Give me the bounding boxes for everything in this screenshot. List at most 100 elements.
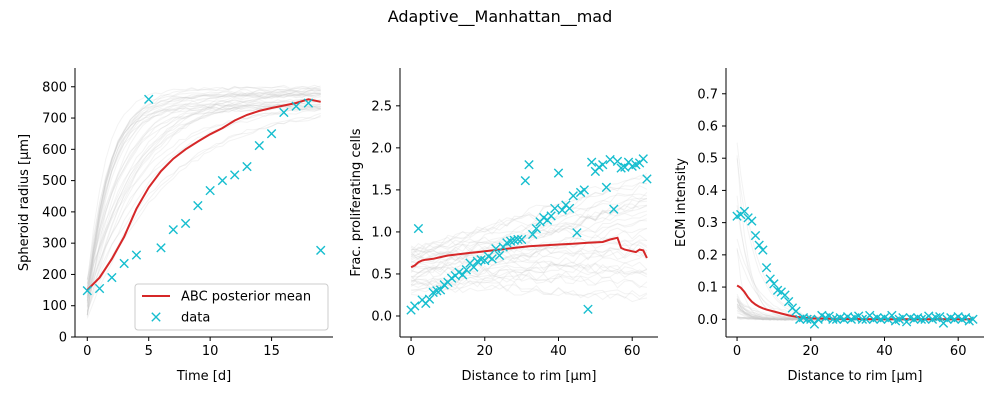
x-tick-label: 0 — [407, 344, 415, 359]
data-point-marker — [642, 174, 652, 184]
y-axis-label: Frac. proliferating cells — [349, 128, 364, 276]
data-point-marker — [568, 191, 578, 201]
ensemble-line — [410, 261, 648, 278]
data-point-marker — [935, 312, 945, 322]
ensemble-trajectories — [736, 142, 974, 321]
y-axis-label: ECM intensity — [674, 158, 689, 247]
data-markers — [82, 94, 326, 296]
ensemble-line — [736, 142, 974, 321]
data-point-marker — [316, 245, 326, 256]
data-point-marker — [968, 314, 978, 324]
data-point-marker — [572, 228, 582, 238]
ensemble-line — [411, 243, 648, 299]
legend-marker-swatch — [151, 312, 161, 322]
data-point-marker — [754, 240, 764, 250]
data-point-marker — [765, 274, 775, 284]
data-point-marker — [601, 182, 612, 193]
ensemble-line — [410, 262, 648, 275]
ensemble-line — [86, 114, 321, 319]
ensemble-line — [736, 205, 974, 321]
data-point-marker — [806, 314, 816, 324]
ensemble-line — [86, 84, 321, 316]
ensemble-line — [410, 239, 648, 256]
ensemble-line — [86, 108, 321, 283]
panel-spheroid-radius: 0 5 10 15 0 100 200 300 400 500 600 700 800 Time [d] S… — [17, 68, 333, 384]
ensemble-line — [86, 85, 321, 292]
ensemble-line — [410, 239, 647, 270]
data-point-marker — [424, 294, 435, 304]
ensemble-line — [410, 278, 647, 303]
y-tick-label: 200 — [42, 268, 67, 283]
legend-frame — [134, 283, 329, 331]
data-point-marker — [609, 204, 619, 214]
x-tick-label: 5 — [145, 344, 153, 359]
x-tick-label: 60 — [624, 344, 641, 359]
data-point-marker — [457, 270, 468, 280]
ensemble-line — [410, 203, 648, 258]
ensemble-line — [86, 87, 321, 299]
ensemble-line — [86, 93, 321, 309]
ensemble-line — [410, 199, 647, 274]
ensemble-line — [86, 101, 321, 280]
data-point-marker — [410, 301, 420, 311]
y-tick-label: 1.0 — [371, 225, 392, 240]
data-point-marker — [638, 154, 648, 164]
data-point-marker — [476, 254, 486, 265]
y-tick-label: 2.5 — [371, 99, 392, 114]
data-point-marker — [616, 163, 626, 173]
ensemble-line — [410, 210, 648, 283]
legend: ABC posterior mean data — [134, 283, 329, 331]
ensemble-line — [86, 98, 321, 281]
data-point-marker — [546, 211, 556, 221]
data-point-marker — [557, 205, 567, 215]
data-point-marker — [857, 314, 868, 324]
data-point-marker — [205, 185, 215, 196]
y-tick-label: 500 — [42, 174, 67, 189]
data-point-marker — [487, 254, 497, 264]
data-point-marker — [524, 159, 534, 170]
x-tick-label: 40 — [550, 344, 567, 359]
data-point-marker — [527, 229, 538, 240]
ensemble-line — [410, 283, 648, 300]
data-point-marker — [469, 262, 479, 272]
data-point-marker — [461, 265, 472, 275]
ensemble-line — [86, 89, 321, 313]
ensemble-line — [86, 100, 321, 316]
posterior-mean-line — [86, 98, 321, 291]
y-tick-label: 300 — [42, 237, 67, 252]
ensemble-line — [410, 204, 647, 281]
data-point-marker — [119, 258, 129, 269]
data-point-marker — [254, 140, 264, 151]
ensemble-line — [86, 93, 321, 302]
data-point-marker — [809, 319, 820, 329]
y-tick-label: 0.2 — [697, 248, 718, 263]
x-axis-label: Distance to rim [μm] — [788, 369, 923, 384]
data-point-marker — [758, 245, 768, 255]
data-point-marker — [156, 243, 166, 253]
ensemble-line — [410, 249, 648, 261]
data-point-marker — [266, 128, 277, 139]
x-tick-label: 20 — [802, 344, 819, 359]
ensemble-line — [86, 103, 321, 317]
y-tick-label: 0.7 — [697, 87, 718, 102]
ensemble-line — [411, 248, 648, 278]
data-point-marker — [747, 216, 757, 226]
y-tick-label: 800 — [42, 80, 67, 95]
data-point-marker — [217, 175, 228, 186]
ensemble-line — [86, 116, 321, 297]
data-point-marker — [193, 200, 203, 211]
y-tick-label: 100 — [42, 299, 67, 314]
ensemble-line — [411, 227, 648, 263]
ensemble-line — [86, 92, 321, 285]
data-point-marker — [435, 285, 446, 295]
legend-label: ABC posterior mean — [181, 290, 311, 305]
figure-suptitle: Adaptive__Manhattan__mad — [388, 7, 613, 27]
data-point-marker — [761, 263, 772, 273]
data-point-marker — [131, 250, 142, 260]
y-tick-label: 0.0 — [697, 313, 718, 328]
data-point-marker — [516, 234, 527, 245]
panel-proliferating-cells: 0 20 40 60 0.0 0.5 1.0 1.5 2.0 2.5 Distance to rim… — [349, 68, 658, 384]
x-axis-label: Distance to rim [μm] — [462, 369, 597, 384]
ensemble-line — [410, 204, 648, 265]
